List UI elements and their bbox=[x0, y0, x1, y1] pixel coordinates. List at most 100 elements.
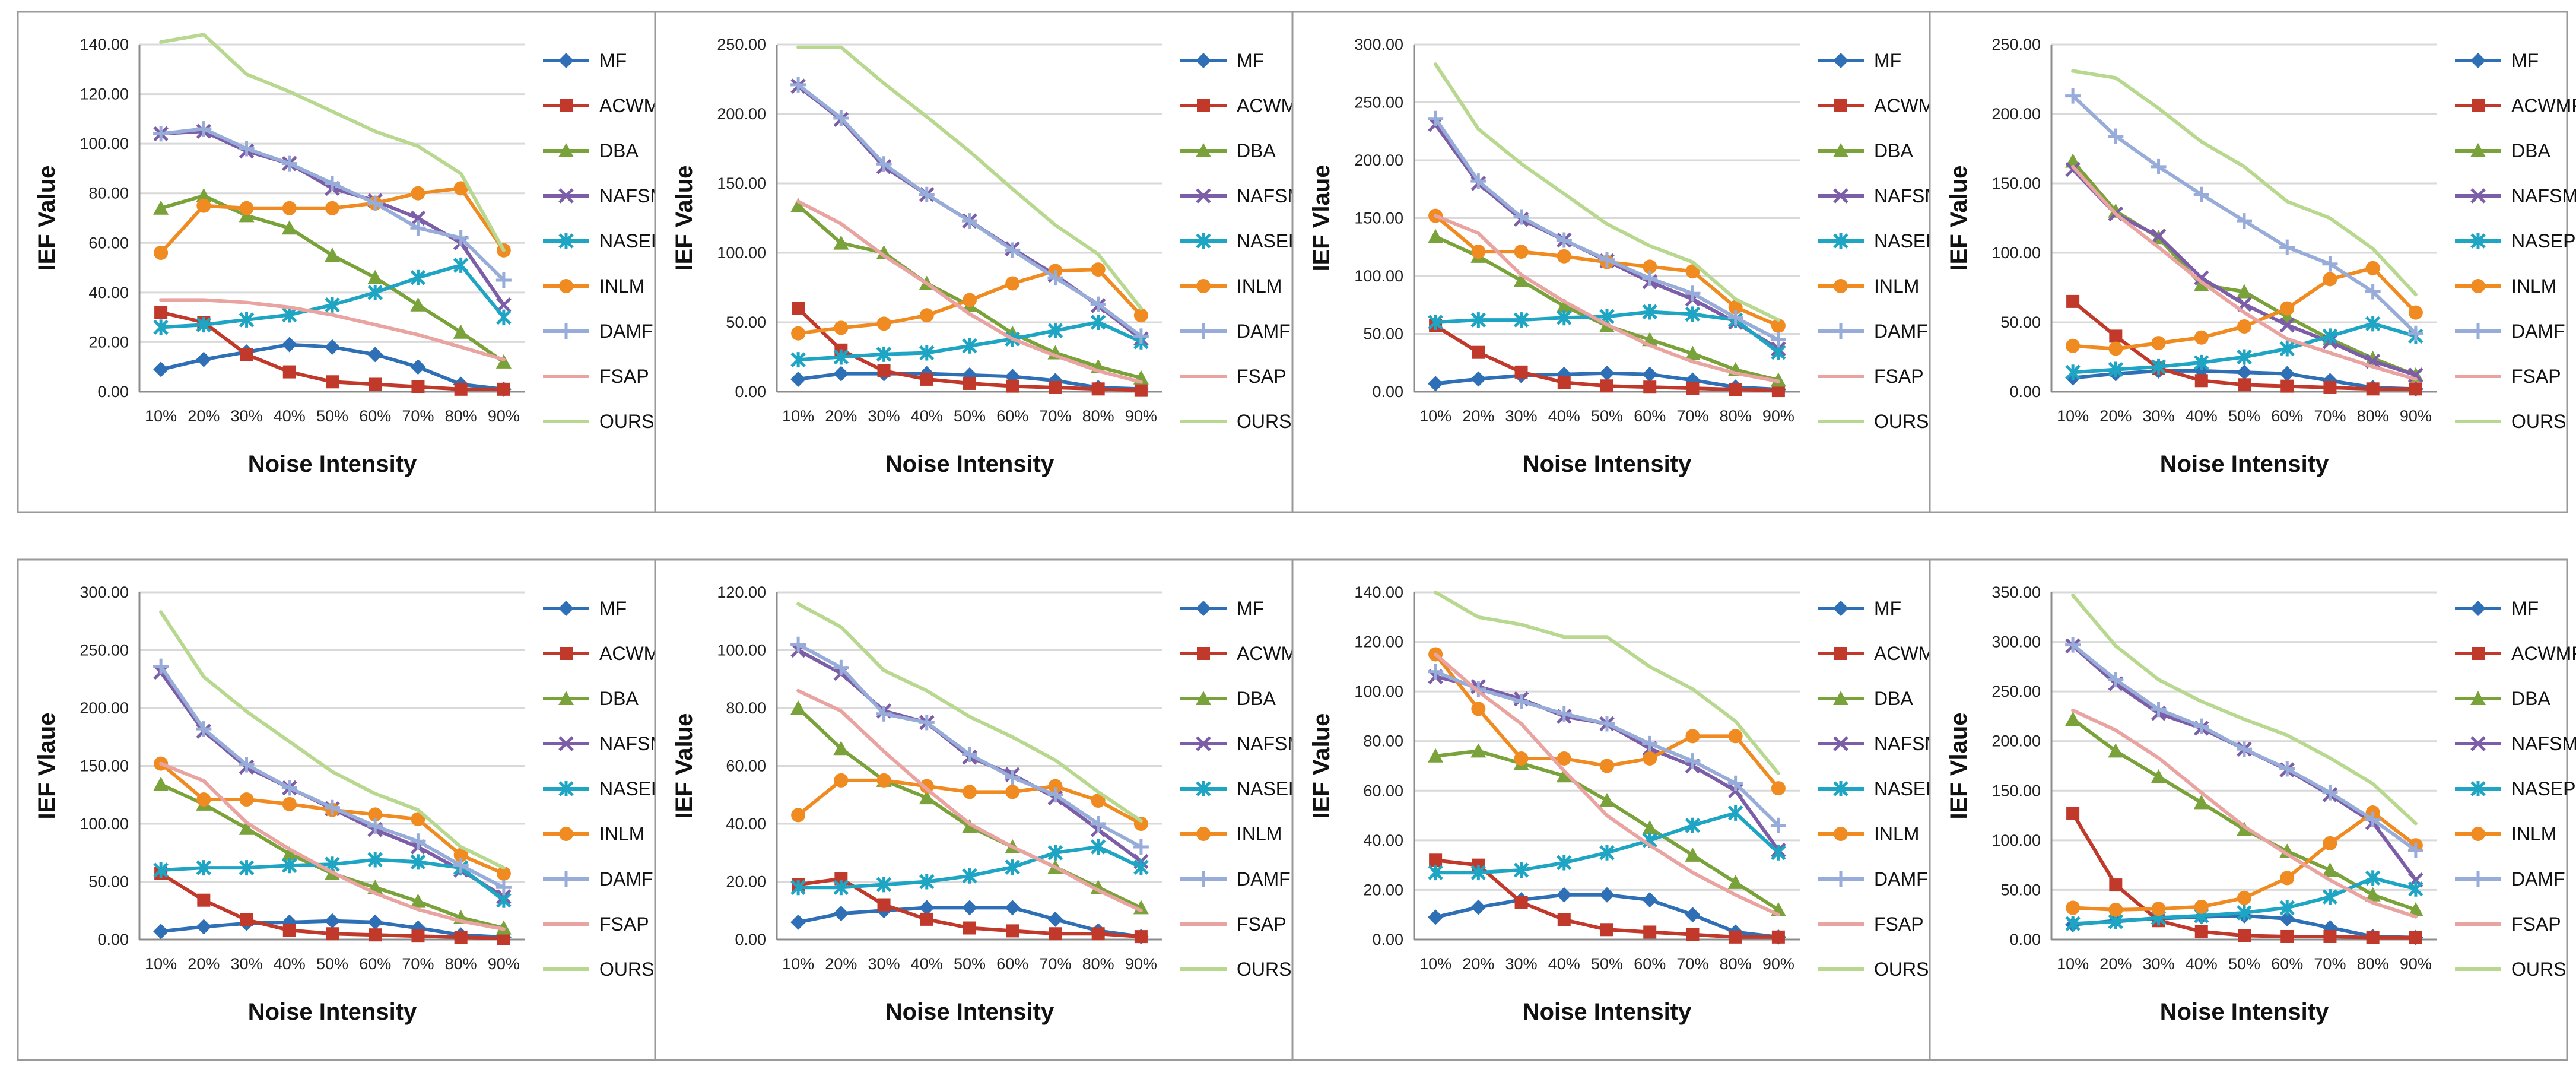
data-point-mf bbox=[153, 924, 169, 940]
legend-label: MF bbox=[1874, 598, 1901, 619]
y-tick-label: 40.00 bbox=[726, 815, 766, 833]
x-tick-label: 50% bbox=[1591, 955, 1623, 973]
legend-item-mf: MF bbox=[1180, 598, 1264, 619]
legend-marker bbox=[1833, 871, 1848, 887]
data-point-dba bbox=[790, 700, 806, 715]
legend-label: OURS bbox=[1874, 411, 1929, 432]
y-axis-title: IEF Value bbox=[1946, 166, 1972, 271]
data-point-damf bbox=[1470, 173, 1486, 189]
y-tick-label: 50.00 bbox=[88, 873, 129, 891]
data-point-damf bbox=[790, 77, 806, 93]
legend-label: DBA bbox=[1237, 688, 1276, 709]
x-tick-label: 60% bbox=[359, 407, 391, 425]
data-point-damf bbox=[1770, 817, 1786, 833]
legend-label: OURS bbox=[599, 411, 654, 432]
data-point-inlm bbox=[1685, 729, 1700, 744]
legend-marker bbox=[2470, 188, 2486, 204]
legend-item-ours: OURS bbox=[1818, 411, 1929, 432]
data-point-acwmf bbox=[1514, 896, 1528, 909]
y-tick-label: 300.00 bbox=[1354, 36, 1403, 53]
data-point-mf bbox=[790, 914, 806, 930]
data-point-nasepf bbox=[1005, 859, 1020, 875]
data-point-inlm bbox=[963, 785, 977, 799]
data-point-mf bbox=[1642, 892, 1658, 908]
data-point-nasepf bbox=[876, 877, 892, 893]
legend-marker bbox=[2470, 781, 2486, 796]
legend-item-fsap: FSAP bbox=[2455, 366, 2561, 387]
data-point-inlm bbox=[1471, 702, 1486, 716]
legend-label: MF bbox=[2511, 598, 2539, 619]
data-point-nasepf bbox=[2365, 316, 2381, 332]
legend-item-mf: MF bbox=[2455, 50, 2539, 71]
data-point-damf bbox=[495, 880, 512, 896]
panel-frame bbox=[1291, 558, 1931, 1061]
legend-item-dba: DBA bbox=[1818, 688, 1913, 709]
y-axis-title: IEF Value bbox=[1308, 713, 1335, 819]
data-point-nasepf bbox=[282, 858, 297, 874]
legend-item-nasepf: NASEPF bbox=[2455, 230, 2576, 252]
legend-label: DBA bbox=[1874, 140, 1913, 161]
data-point-nasepf bbox=[2108, 361, 2124, 377]
panel-frame bbox=[1929, 11, 2568, 513]
data-point-nasepf bbox=[496, 309, 512, 325]
data-point-inlm bbox=[1600, 759, 1614, 773]
legend-item-inlm: INLM bbox=[543, 823, 644, 845]
data-point-inlm bbox=[2323, 272, 2337, 287]
legend-item-mf: MF bbox=[543, 598, 627, 619]
legend-label: MF bbox=[599, 598, 627, 619]
legend-label: DAMF bbox=[2511, 320, 2565, 342]
data-point-inlm bbox=[2237, 890, 2251, 905]
legend-marker bbox=[558, 323, 574, 339]
x-tick-label: 20% bbox=[2099, 407, 2132, 425]
data-point-inlm bbox=[154, 246, 169, 260]
y-tick-label: 0.00 bbox=[1372, 383, 1403, 401]
data-point-damf bbox=[1513, 693, 1529, 709]
data-point-dba bbox=[2365, 887, 2381, 902]
data-point-inlm bbox=[196, 792, 211, 807]
data-point-dba bbox=[325, 247, 340, 262]
data-point-inlm bbox=[453, 181, 468, 196]
legend-label: DBA bbox=[2511, 688, 2550, 709]
legend-marker bbox=[1833, 601, 1848, 616]
data-point-damf bbox=[325, 799, 340, 815]
legend-item-fsap: FSAP bbox=[1818, 913, 1924, 935]
legend-marker bbox=[2471, 279, 2485, 293]
data-point-damf bbox=[1556, 232, 1572, 248]
data-point-dba bbox=[876, 245, 892, 259]
legend-label: DAMF bbox=[1237, 868, 1291, 890]
x-tick-label: 20% bbox=[825, 407, 857, 425]
data-point-damf bbox=[1047, 270, 1063, 286]
data-point-acwmf bbox=[1729, 930, 1742, 944]
data-point-nasepf bbox=[2237, 349, 2252, 365]
data-point-nasepf bbox=[410, 854, 426, 870]
data-point-mf bbox=[410, 359, 426, 375]
legend-label: MF bbox=[599, 50, 627, 71]
y-tick-label: 0.00 bbox=[1372, 931, 1403, 948]
legend-item-dba: DBA bbox=[2455, 140, 2550, 161]
y-tick-label: 250.00 bbox=[1354, 94, 1403, 112]
data-point-damf bbox=[1428, 664, 1444, 680]
y-tick-label: 100.00 bbox=[717, 244, 766, 262]
data-point-acwmf bbox=[1134, 383, 1148, 397]
data-point-damf bbox=[2365, 811, 2381, 827]
y-tick-label: 150.00 bbox=[1991, 782, 2041, 799]
x-tick-label: 60% bbox=[1634, 955, 1666, 973]
x-tick-label: 10% bbox=[1419, 407, 1451, 425]
x-tick-label: 40% bbox=[274, 955, 306, 973]
data-point-dba bbox=[2279, 843, 2295, 858]
data-point-inlm bbox=[1643, 259, 1657, 274]
data-point-mf bbox=[281, 337, 297, 353]
data-point-damf bbox=[2279, 761, 2295, 777]
y-tick-label: 100.00 bbox=[1354, 683, 1403, 700]
legend-label: MF bbox=[1874, 50, 1901, 71]
data-point-acwmf bbox=[1686, 928, 1700, 941]
data-point-acwmf bbox=[1006, 924, 1019, 938]
data-point-nasepf bbox=[1557, 310, 1572, 326]
series-line-fsap bbox=[2071, 164, 2418, 381]
y-axis-title: IEF Value bbox=[671, 166, 697, 271]
legend-marker bbox=[1196, 736, 1211, 751]
data-point-damf bbox=[1090, 816, 1106, 832]
data-point-damf bbox=[2151, 158, 2167, 174]
data-point-dba bbox=[196, 188, 212, 202]
x-tick-label: 60% bbox=[996, 955, 1028, 973]
